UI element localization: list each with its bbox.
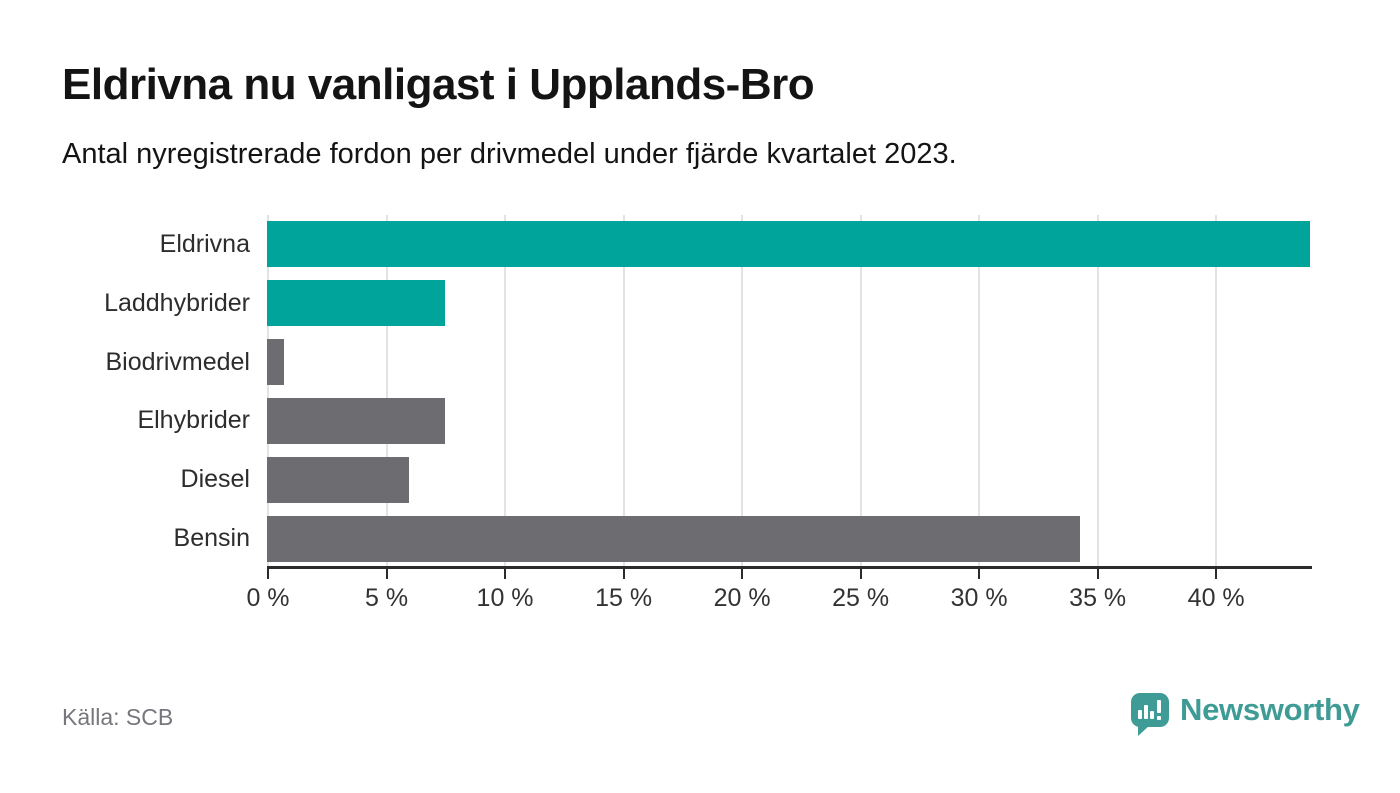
plot-area	[267, 215, 1310, 568]
category-label: Eldrivna	[159, 229, 250, 258]
chart-subtitle: Antal nyregistrerade fordon per drivmede…	[62, 138, 957, 170]
gridline	[859, 215, 862, 568]
x-axis-tick	[741, 569, 744, 579]
exclamation-glyph	[1157, 700, 1161, 713]
x-axis-tick-label: 10 %	[476, 584, 534, 612]
bar	[267, 515, 1081, 562]
x-axis-line	[267, 566, 1312, 569]
bar-glyph	[1150, 711, 1154, 719]
bar	[267, 221, 1310, 268]
bar-row	[267, 215, 1310, 274]
bar	[267, 280, 445, 327]
x-axis-tick-label: 5 %	[364, 584, 409, 612]
bar	[267, 397, 445, 444]
gridline	[741, 215, 744, 568]
y-axis-category-labels: Eldrivna Laddhybrider Biodrivmedel Elhybrid…	[0, 215, 250, 568]
exclamation-dot-glyph	[1157, 716, 1161, 720]
source-label: Källa: SCB	[62, 704, 174, 730]
x-axis-tick	[859, 569, 862, 579]
category-label: Diesel	[180, 465, 250, 494]
category-label: Bensin	[173, 524, 250, 553]
bar-row	[267, 450, 1310, 509]
category-label: Elhybrider	[137, 406, 250, 435]
x-axis-tick	[504, 569, 507, 579]
gridline	[622, 215, 625, 568]
x-axis-tick	[267, 569, 269, 579]
bar-row	[267, 391, 1310, 450]
bar-row	[267, 333, 1310, 392]
x-axis-tick-label: 30 %	[950, 584, 1008, 612]
x-axis-tick-label: 25 %	[832, 584, 890, 612]
bar	[267, 339, 284, 386]
bar-row	[267, 274, 1310, 333]
gridline	[504, 215, 507, 568]
x-axis-tick	[1215, 569, 1218, 579]
bar-row	[267, 509, 1310, 568]
chart-title: Eldrivna nu vanligast i Upplands-Bro	[62, 60, 815, 109]
bar-glyph	[1138, 710, 1142, 719]
bar	[267, 456, 410, 503]
x-axis-tick-label: 15 %	[595, 584, 653, 612]
newsworthy-speech-bubble-chart-icon	[1131, 693, 1169, 736]
x-axis-tick	[385, 569, 388, 579]
x-axis-tick	[1096, 569, 1099, 579]
x-axis-tick-label: 20 %	[713, 584, 771, 612]
newsworthy-wordmark: Newsworthy	[1180, 692, 1360, 727]
gridline	[385, 215, 388, 568]
bar-glyph	[1144, 705, 1148, 719]
x-axis-tick	[622, 569, 625, 579]
category-label: Biodrivmedel	[105, 347, 250, 376]
x-axis-tick-label: 40 %	[1187, 584, 1245, 612]
category-label: Laddhybrider	[104, 288, 250, 317]
x-axis-tick	[978, 569, 981, 579]
bar-rows	[267, 215, 1310, 568]
gridline	[978, 215, 981, 568]
gridline	[1096, 215, 1099, 568]
speech-bubble-tail	[1138, 725, 1150, 736]
x-axis-tick-label: 0 %	[246, 584, 290, 612]
gridline	[267, 215, 269, 568]
x-axis-tick-label: 35 %	[1069, 584, 1127, 612]
newsworthy-logo: Newsworthy	[1131, 692, 1360, 736]
gridline	[1215, 215, 1218, 568]
